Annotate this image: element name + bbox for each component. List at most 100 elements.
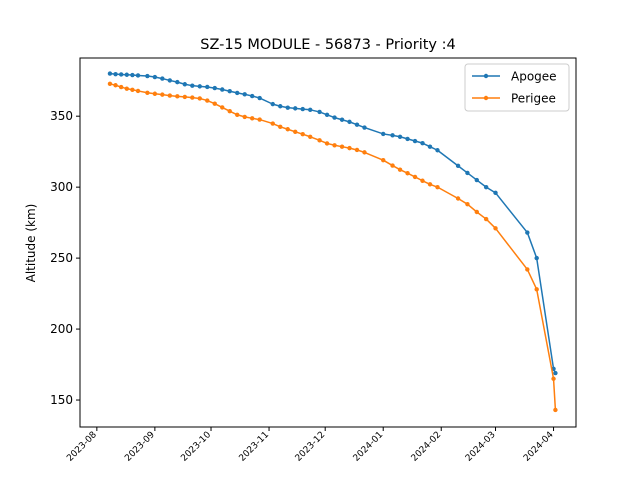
perigee-data-point [113,83,118,88]
y-tick-label: 350 [50,109,73,123]
perigee-data-point [285,127,290,132]
apogee-data-point [317,109,322,115]
axes-frame [79,57,577,428]
apogee-data-point [124,72,129,77]
perigee-data-point [339,144,345,149]
apogee-data-point [474,177,479,183]
apogee-data-point [242,92,247,97]
apogee-data-point [235,90,240,96]
apogee-data-point [465,170,470,176]
apogee-data-point [250,93,255,99]
apogee-data-point [300,106,305,112]
perigee-data-point [130,87,135,92]
plot-area [107,71,558,413]
apogee-data-point [347,119,352,125]
apogee-data-point [227,89,232,94]
apogee-data-point [197,84,202,89]
perigee-data-point [212,101,217,106]
perigee-data-point [534,287,539,292]
perigee-data-point [220,105,225,110]
perigee-data-point [317,138,322,143]
perigee-data-point [160,92,165,97]
apogee-data-point [455,163,461,169]
perigee-data-point [324,141,330,146]
apogee-data-point [525,230,530,235]
perigee-data-point [242,114,247,120]
apogee-data-point [324,112,330,117]
apogee-data-point [175,79,180,85]
perigee-data-point [455,196,461,201]
y-axis-label: Altitude (km) [24,204,38,283]
apogee-data-point [135,73,141,78]
legend: Apogee Perigee [464,63,570,112]
perigee-data-point [205,98,210,103]
perigee-data-point [257,117,262,122]
apogee-data-point [354,122,360,127]
apogee-data-point [293,106,298,111]
apogee-data-point [113,71,118,77]
y-tick-label: 150 [50,393,73,407]
legend-perigee-marker [483,95,489,101]
apogee-data-point [118,72,124,77]
apogee-data-point [278,104,283,109]
apogee-data-point [257,95,262,101]
perigee-data-point [553,407,558,413]
apogee-data-point [152,74,158,80]
y-tick-label: 300 [50,180,73,194]
legend-apogee-marker [483,73,489,79]
legend-perigee-label: Perigee [511,92,556,106]
apogee-data-point [427,144,433,149]
perigee-data-point [235,112,240,117]
y-tick-label: 250 [50,251,73,265]
perigee-data-point [354,147,360,153]
perigee-data-point [347,145,352,151]
apogee-data-point [405,136,410,142]
perigee-data-point [152,91,158,96]
perigee-data-point [167,93,173,98]
perigee-data-point [190,95,195,100]
apogee-data-point [212,85,217,91]
apogee-data-point [493,190,498,196]
apogee-data-point [270,101,275,107]
perigee-data-point [420,178,425,183]
perigee-data-point [551,376,556,381]
perigee-data-point [525,267,530,272]
apogee-data-point [285,105,290,110]
apogee-data-point [483,184,489,190]
perigee-data-point [227,109,232,114]
apogee-data-point [130,72,135,78]
apogee-data-point [534,255,539,261]
apogee-data-point [205,84,210,90]
perigee-data-point [175,94,180,99]
perigee-data-point [308,134,313,139]
apogee-data-point [182,82,188,87]
perigee-data-point [390,163,395,168]
apogee-data-point [145,73,150,79]
perigee-data-point [278,124,283,130]
apogee-data-point [553,370,558,376]
apogee-data-point [160,76,165,81]
apogee-data-point [107,71,113,76]
perigee-data-point [381,157,386,163]
perigee-data-point [145,90,150,95]
perigee-data-point [412,174,418,180]
perigee-data-point [135,88,141,94]
apogee-data-point [362,125,367,130]
perigee-data-point [332,143,337,148]
perigee-data-point [405,171,410,176]
apogee-data-point [190,83,195,88]
apogee-data-point [420,140,425,146]
perigee-data-point [474,209,479,215]
y-tick-label: 200 [50,322,73,336]
perigee-data-point [435,184,440,190]
perigee-data-point [250,116,255,121]
perigee-data-point [182,94,188,100]
perigee-data-point [107,81,113,87]
perigee-data-point [293,129,298,134]
perigee-data-point [362,150,367,155]
perigee-data-point [124,86,129,91]
perigee-data-point [483,216,489,222]
perigee-data-point [270,121,275,126]
perigee-data-point [465,201,470,207]
